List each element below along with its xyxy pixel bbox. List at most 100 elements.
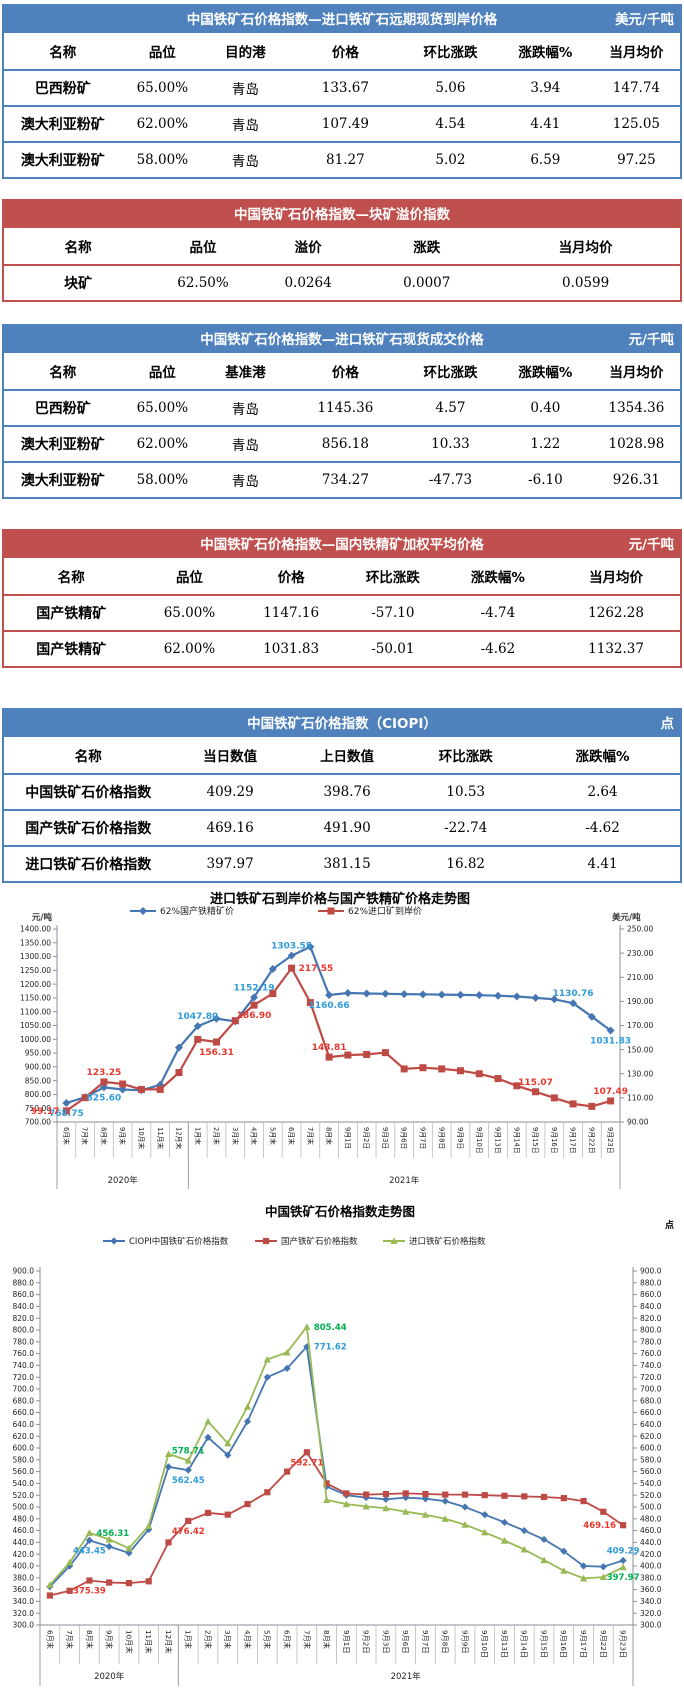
data-point-marker [619,1563,627,1571]
data-point-marker [456,1067,464,1075]
value-cell: 4.41 [497,105,593,142]
data-point-marker [461,1491,469,1498]
data-point-marker [588,1102,596,1110]
x-tick-label: 9月22日 [587,1127,595,1154]
data-point-marker [287,951,296,960]
y-tick-label: 780.0 [640,1337,662,1346]
value-cell: 81.27 [287,141,403,178]
y-tick-label: 360.0 [640,1585,662,1594]
value-cell: 133.67 [321,80,369,96]
column-header: 环比涨跌 [406,736,526,775]
data-point-marker [400,990,409,999]
data-point-marker [283,1348,291,1356]
row-name-cell: 国产铁精矿 [3,630,139,667]
y-tick-label: 420.0 [13,1550,35,1559]
value-cell: 856.18 [287,425,403,462]
table-section-0: 中国铁矿石价格指数—进口铁矿石远期现货到岸价格 美元/千吨 名称 品位 目的港 价格 环比涨… [2,4,682,179]
legend-label: 62%进口矿到岸价 [348,905,422,917]
data-point-marker [139,907,147,915]
x-tick-label: 9月7日 [419,1127,427,1149]
column-header: 当月均价 [552,557,681,596]
data-table: 名称 品位 目的港 价格 环比涨跌 涨跌幅% 当月均价 巴西粉矿 65.00% 青岛 133.67 5… [2,31,682,179]
data-point-marker [85,1529,94,1536]
data-point-marker [165,1539,172,1546]
point-label: 375.39 [73,1587,106,1597]
x-tick-label: 9月9日 [456,1127,464,1149]
data-point-marker [456,990,465,999]
point-label: 123.25 [87,1068,122,1078]
data-point-marker [184,1456,192,1464]
data-point-marker [540,1535,548,1544]
column-header: 当月均价 [592,352,681,391]
value-cell: 734.27 [287,461,403,498]
value-cell: -6.10 [497,461,593,498]
y-tick-label: 620.0 [640,1432,662,1441]
data-point-marker [46,1592,53,1599]
x-tick-label: 4月末 [250,1127,259,1145]
y-tick-label: 250.00 [627,925,653,934]
column-header: 名称 [3,352,122,391]
y-tick-label: 320.0 [13,1609,35,1618]
data-point-marker [119,1080,127,1088]
x-tick-label: 9月10日 [475,1127,483,1154]
row-name-cell: 块矿 [64,276,93,292]
column-header: 环比涨跌 [403,352,498,391]
data-point-marker [344,1051,352,1059]
y-tick-label: 860.0 [13,1290,35,1299]
y-tick-label: 210.00 [627,973,653,982]
data-point-marker [569,999,578,1008]
x-tick-label: 6月末 [287,1127,296,1145]
right-axis-unit: 美元/吨 [612,912,641,923]
column-header: 环比涨跌 [403,32,498,71]
value-cell: 62.00% [121,105,203,142]
data-point-marker [243,1417,252,1426]
y-tick-label: 380.0 [640,1573,662,1582]
y-tick-label: 820.0 [13,1314,35,1323]
data-point-marker [363,1491,370,1498]
y-tick-label: 660.0 [13,1408,35,1417]
data-point-marker [382,1495,390,1503]
y-tick-label: 300.0 [640,1621,662,1630]
x-tick-label: 12月末 [175,1127,184,1149]
value-cell: 青岛 [231,82,259,98]
x-tick-label: 9月17日 [579,1630,588,1658]
data-point-marker [264,1489,271,1496]
y-tick-label: 340.0 [13,1597,35,1606]
data-point-marker [185,1517,192,1525]
data-table: 名称 品位 价格 环比涨跌 涨跌幅% 当月均价 国产铁精矿 65.00% 1147.16 -57.… [2,556,682,668]
data-point-marker [620,1522,627,1529]
data-point-marker [422,1490,429,1498]
point-label: 578.71 [172,1447,205,1457]
y-tick-label: 720.0 [640,1373,662,1382]
data-point-marker [325,1053,333,1061]
y-tick-label: 660.0 [640,1408,662,1417]
point-label: 469.16 [583,1521,616,1531]
table-section-3: 中国铁矿石价格指数—国内铁精矿加权平均价格 元/千吨 名称 品位 价格 环比涨跌 涨跌幅% 当… [2,529,682,668]
y-tick-label: 520.0 [13,1491,35,1500]
data-point-marker [550,995,559,1004]
x-tick-label: 6月末 [62,1127,71,1145]
column-header: 品位 [138,557,241,596]
data-point-marker [204,1417,212,1425]
table-title: 中国铁矿石价格指数—进口铁矿石远期现货到岸价格 [186,11,498,28]
value-cell: 6.59 [497,141,593,178]
y-tick-label: 740.0 [13,1361,35,1370]
value-cell: 58.00% [121,141,203,178]
point-label: 1047.80 [177,1012,218,1022]
data-point-marker [46,1581,54,1588]
y-tick-label: 360.0 [13,1585,35,1594]
table-row: 澳大利亚粉矿 58.00% 青岛 81.27 5.02 6.59 97.25 [3,141,681,178]
x-tick-label: 9月末 [118,1127,127,1145]
x-tick-label: 6月末 [45,1630,54,1649]
data-point-marker [81,1094,89,1102]
data-point-marker [66,1558,74,1566]
x-tick-label: 3月末 [231,1127,240,1145]
y-tick-label: 640.0 [13,1420,35,1429]
y-tick-label: 300.0 [13,1621,35,1630]
legend-label: 进口铁矿石价格指数 [409,1236,486,1247]
point-label: 805.44 [314,1323,347,1333]
data-point-marker [494,1075,502,1083]
y-tick-label: 580.0 [13,1455,35,1464]
point-label: 217.55 [299,964,334,974]
